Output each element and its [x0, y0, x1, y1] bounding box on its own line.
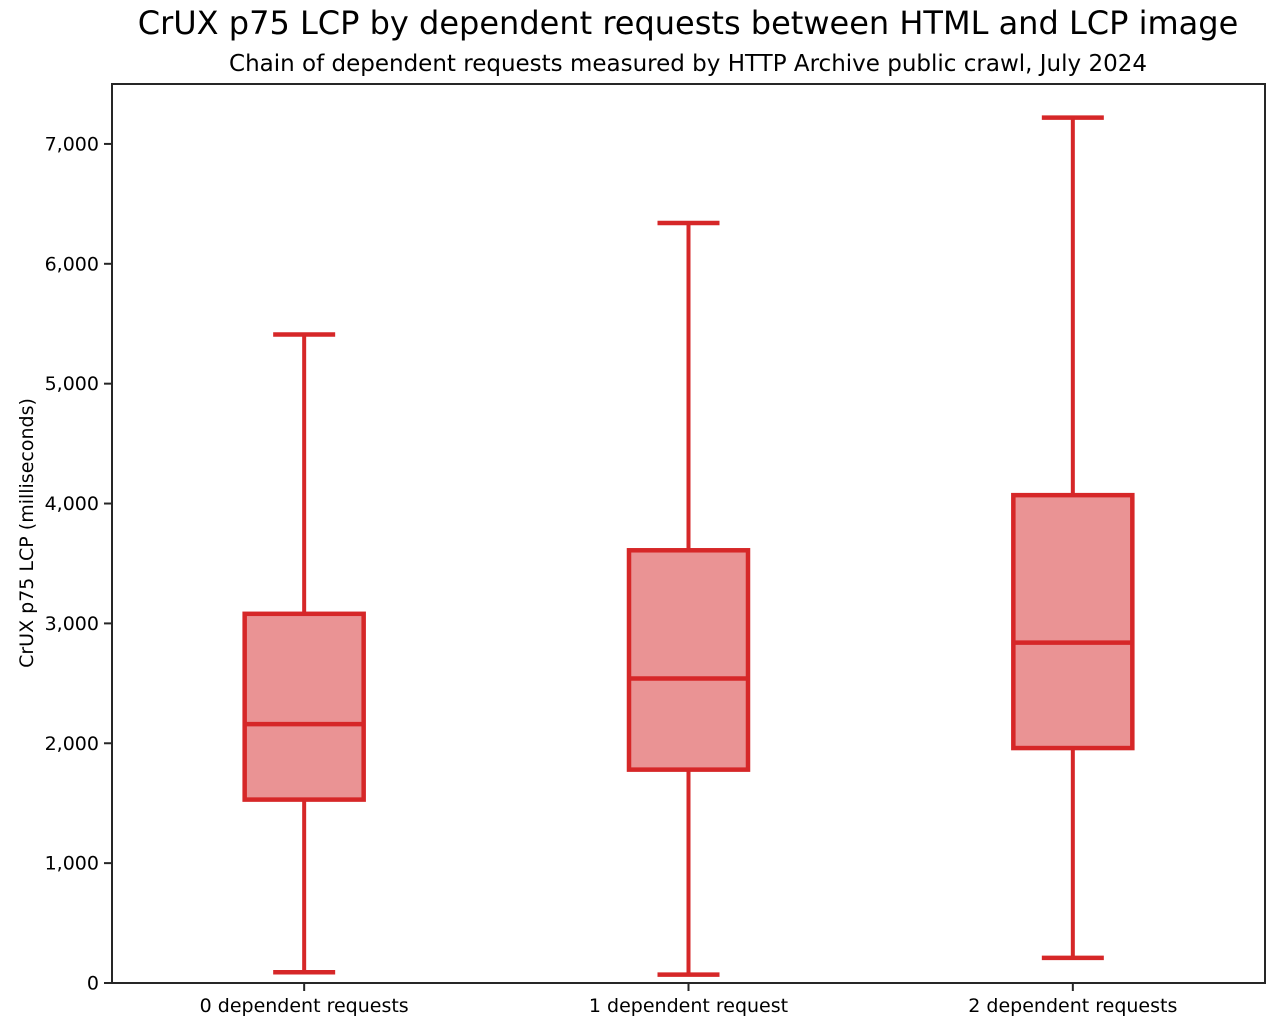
iqr-box: [242, 611, 366, 802]
y-tick-label: 2,000: [45, 733, 99, 755]
y-tick-label: 4,000: [45, 493, 99, 515]
y-tick-label: 7,000: [45, 133, 99, 155]
y-tick-label: 3,000: [45, 613, 99, 635]
y-tick-label: 1,000: [45, 853, 99, 875]
y-tick-label: 0: [87, 973, 99, 995]
x-tick-label: 2 dependent requests: [968, 995, 1177, 1017]
chart-title: CrUX p75 LCP by dependent requests betwe…: [137, 4, 1239, 42]
chart-subtitle: Chain of dependent requests measured by …: [229, 51, 1147, 77]
y-tick-label: 5,000: [45, 373, 99, 395]
iqr-box: [1011, 492, 1135, 751]
axes-frame: [111, 83, 1266, 984]
iqr-box: [626, 548, 751, 772]
x-tick-label: 1 dependent request: [589, 995, 788, 1017]
x-tick-label: 0 dependent requests: [200, 995, 409, 1017]
y-tick-label: 6,000: [45, 253, 99, 275]
